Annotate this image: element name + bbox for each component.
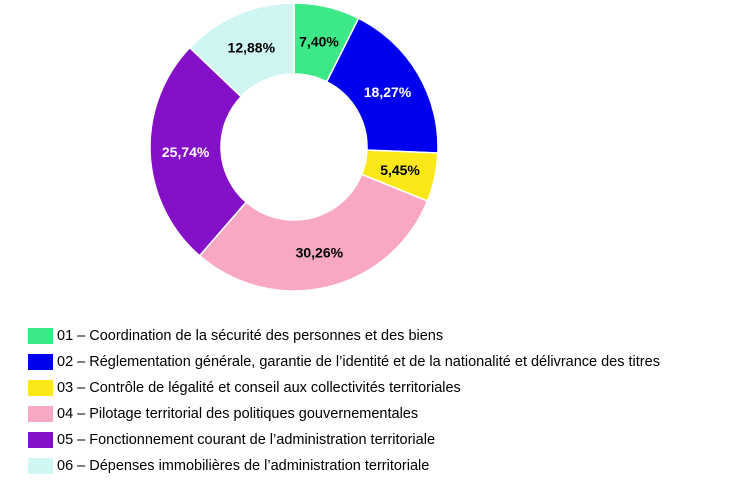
slice-value-label-2: 18,27% (364, 84, 412, 100)
legend-label: 02 – Réglementation générale, garantie d… (57, 354, 660, 370)
legend-label: 03 – Contrôle de légalité et conseil aux… (57, 380, 461, 396)
slice-value-label-4: 30,26% (296, 245, 344, 261)
donut-chart: 7,40% 18,27% 5,45% 30,26% 25,74% 12,88% (149, 2, 439, 292)
legend-item-3: 03 – Contrôle de légalité et conseil aux… (28, 375, 660, 401)
legend-item-5: 05 – Fonctionnement courant de l’adminis… (28, 427, 660, 453)
donut-slices (149, 2, 439, 292)
slice-value-label-6: 12,88% (228, 39, 276, 55)
chart-legend: 01 – Coordination de la sécurité des per… (28, 323, 660, 479)
donut-slice-5 (149, 46, 248, 257)
legend-label: 06 – Dépenses immobilières de l’administ… (57, 458, 430, 474)
legend-item-6: 06 – Dépenses immobilières de l’administ… (28, 453, 660, 479)
legend-item-1: 01 – Coordination de la sécurité des per… (28, 323, 660, 349)
legend-swatch (28, 406, 53, 422)
legend-swatch (28, 380, 53, 396)
slice-value-label-3: 5,45% (380, 162, 420, 178)
donut-value-labels: 7,40% 18,27% 5,45% 30,26% 25,74% 12,88% (162, 33, 421, 260)
legend-label: 04 – Pilotage territorial des politiques… (57, 406, 419, 422)
legend-swatch (28, 328, 53, 344)
legend-swatch (28, 354, 53, 370)
legend-item-4: 04 – Pilotage territorial des politiques… (28, 401, 660, 427)
slice-value-label-5: 25,74% (162, 144, 210, 160)
legend-label: 01 – Coordination de la sécurité des per… (57, 328, 444, 344)
legend-label: 05 – Fonctionnement courant de l’adminis… (57, 432, 436, 448)
donut-slice-6 (188, 2, 295, 98)
donut-slice-2 (325, 17, 439, 154)
slice-value-label-1: 7,40% (299, 33, 339, 49)
legend-item-2: 02 – Réglementation générale, garantie d… (28, 349, 660, 375)
legend-swatch (28, 432, 53, 448)
donut-slice-4 (198, 173, 429, 292)
legend-swatch (28, 458, 53, 474)
